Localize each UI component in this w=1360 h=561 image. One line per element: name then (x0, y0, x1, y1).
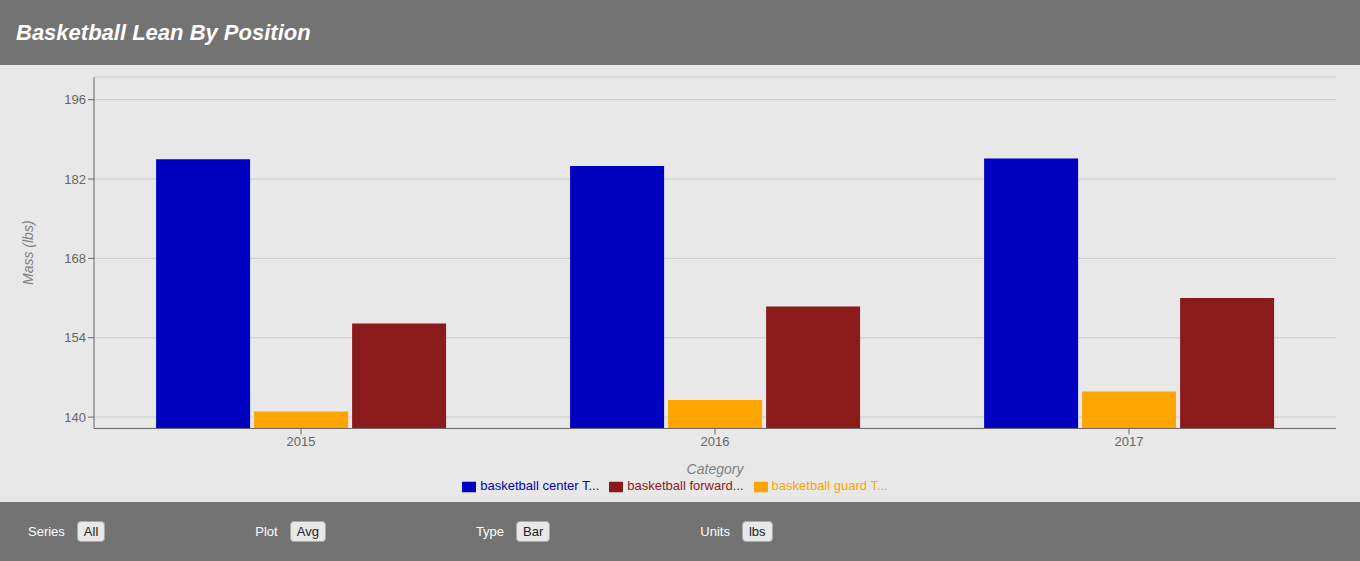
html-text:basketball guard T...: basketball guard T... (771, 478, 888, 494)
html-text:basketball center T...: basketball center T... (480, 478, 600, 494)
svg-text:2016: 2016 (701, 434, 730, 449)
svg-text:Category: Category (687, 461, 745, 477)
svg-text:182: 182 (64, 172, 86, 187)
html-text:lbs: lbs (748, 524, 766, 539)
svg-text:2017: 2017 (1115, 434, 1144, 449)
html-text:Series: Series (28, 524, 65, 539)
svg-text:196: 196 (64, 92, 86, 107)
html-text:All: All (83, 524, 99, 539)
html-text:basketball forward...: basketball forward... (627, 478, 744, 494)
html-text:Units: Units (700, 524, 730, 539)
html-text:Plot: Plot (255, 524, 278, 539)
svg-text:2015: 2015 (287, 434, 316, 449)
html-text:Type: Type (475, 524, 505, 539)
svg-text:168: 168 (64, 251, 86, 266)
svg-text:Mass (lbs): Mass (lbs) (20, 220, 36, 285)
html-text:Bar: Bar (523, 524, 544, 539)
html-text:Basketball Lean By Position: Basketball Lean By Position (16, 19, 311, 45)
html-text:Avg: Avg (296, 524, 319, 539)
svg-text:154: 154 (64, 330, 86, 345)
svg-text:140: 140 (64, 410, 86, 425)
